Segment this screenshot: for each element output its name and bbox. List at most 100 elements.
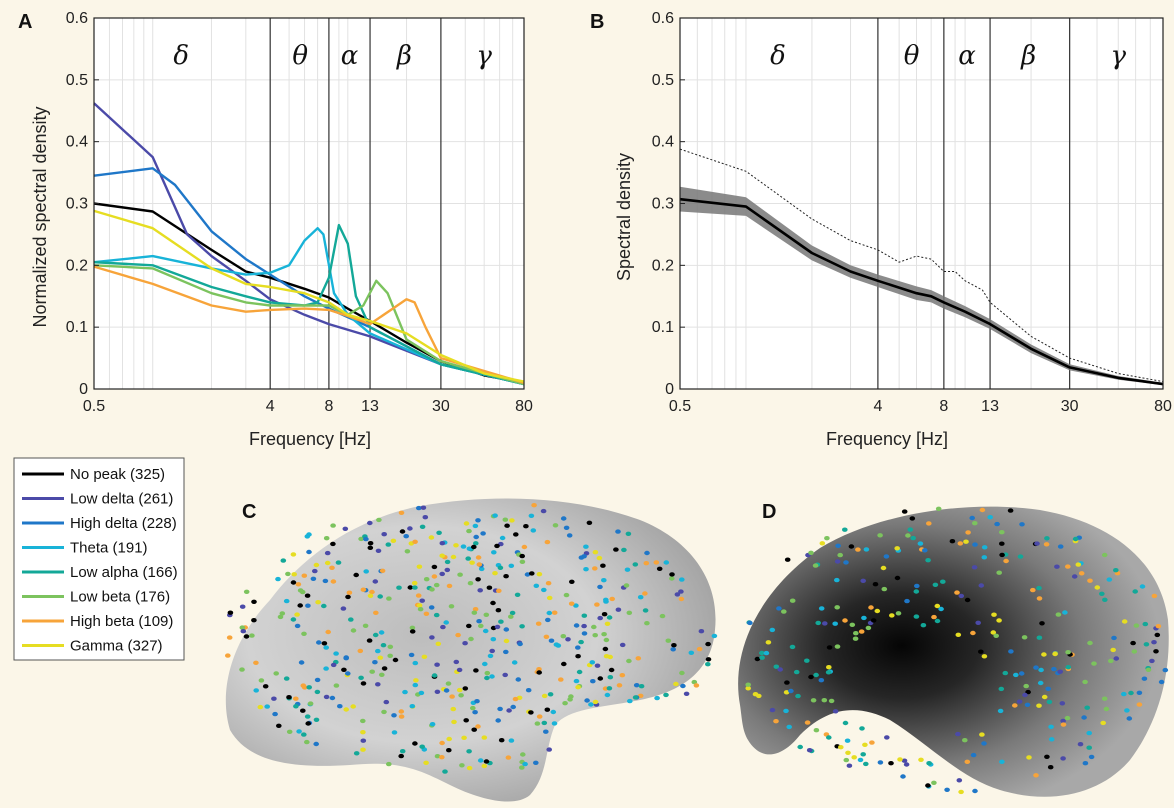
legend-label: Low beta (176) [70, 589, 170, 606]
electrode-dot [663, 560, 670, 565]
series-line [93, 209, 525, 383]
electrode-dot [534, 721, 541, 726]
electrode-dot [463, 521, 470, 526]
electrode-dot [1101, 552, 1108, 558]
electrode-dot [226, 635, 233, 640]
electrode-dot [932, 582, 939, 587]
electrode-dot [576, 669, 583, 675]
electrode-dot [360, 718, 366, 724]
electrode-dot [357, 648, 364, 654]
electrode-dot [469, 560, 475, 565]
electrode-dot [343, 656, 350, 661]
electrode-dot [286, 729, 293, 734]
electrode-dot [409, 629, 416, 634]
electrode-dot [482, 661, 488, 667]
electrode-dot [842, 720, 849, 726]
electrode-dot [330, 541, 336, 547]
electrode-dot [471, 727, 478, 732]
electrode-dot [398, 753, 405, 759]
electrode-dot [323, 694, 330, 700]
electrode-dot [314, 677, 321, 683]
electrode-dot [297, 603, 304, 608]
electrode-dot [837, 552, 843, 558]
electrode-dot [412, 585, 418, 590]
electrode-dot [1034, 541, 1040, 546]
electrode-dot [1051, 666, 1057, 672]
electrode-dot [372, 579, 379, 584]
electrode-dot [524, 572, 531, 577]
electrode-dot [1130, 640, 1136, 646]
electrode-dot [429, 635, 435, 640]
electrode-dot [416, 505, 422, 511]
electrode-dot [905, 533, 911, 538]
electrode-dot [443, 620, 450, 625]
electrode-dot [581, 623, 587, 629]
electrode-dot [387, 644, 394, 649]
electrode-dot [477, 588, 484, 593]
electrode-dot [993, 633, 999, 638]
electrode-dot [565, 637, 571, 642]
electrode-dot [970, 752, 977, 758]
electrode-dot [462, 686, 469, 691]
electrode-dot [926, 761, 932, 766]
electrode-dot [955, 731, 961, 737]
electrode-dot [439, 553, 446, 558]
electrode-dot [461, 735, 467, 740]
electrode-dot [490, 637, 497, 642]
electrode-dot [680, 683, 686, 689]
electrode-dot [301, 732, 307, 737]
electrode-dot [529, 571, 535, 576]
electrode-dot [691, 679, 698, 685]
electrode-dot [843, 560, 849, 565]
electrode-dot [776, 606, 782, 611]
electrode-dot [575, 685, 581, 690]
electrode-dot [552, 523, 559, 528]
electrode-dot [502, 517, 509, 522]
electrode-dot [865, 625, 872, 631]
band-label: γ [476, 41, 492, 71]
electrode-dot [310, 576, 317, 581]
electrode-dot [671, 643, 677, 648]
electrode-dot [972, 788, 978, 794]
electrode-dot [868, 605, 874, 610]
electrode-dot [448, 604, 455, 609]
electrode-dot [615, 607, 622, 612]
electrode-dot [603, 637, 610, 643]
electrode-dot [285, 571, 291, 577]
electrode-dot [381, 532, 388, 537]
electrode-dot [863, 761, 869, 767]
electrode-dot [483, 612, 490, 617]
electrode-dot [434, 754, 441, 759]
electrode-dot [1094, 585, 1101, 590]
electrode-dot [903, 762, 910, 767]
electrode-dot [509, 610, 516, 616]
electrode-dot [626, 658, 632, 664]
electrode-dot [343, 707, 350, 712]
electrode-dot [1033, 773, 1039, 778]
electrode-dot [360, 747, 366, 752]
electrode-dot [828, 698, 835, 704]
panel-a-series [93, 102, 525, 386]
electrode-dot [783, 690, 790, 695]
band-label: α [958, 41, 976, 71]
electrode-dot [627, 698, 633, 704]
electrode-dot [560, 516, 567, 521]
y-tick-label: 0.6 [652, 10, 674, 27]
electrode-dot [257, 704, 264, 710]
panel-letter-b: B [590, 11, 604, 33]
electrode-dot [391, 713, 397, 718]
electrode-dot [466, 765, 473, 771]
electrode-dot [528, 710, 534, 715]
electrode-dot [972, 521, 978, 526]
electrode-dot [329, 695, 336, 701]
electrode-dot [956, 778, 963, 783]
electrode-dot [563, 592, 570, 598]
electrode-dot [333, 651, 339, 656]
electrode-dot [536, 572, 543, 577]
electrode-dot [852, 636, 859, 641]
electrode-dot [907, 527, 914, 532]
electrode-dot [964, 597, 971, 603]
electrode-dot [1044, 536, 1050, 541]
electrode-dot [431, 564, 438, 570]
